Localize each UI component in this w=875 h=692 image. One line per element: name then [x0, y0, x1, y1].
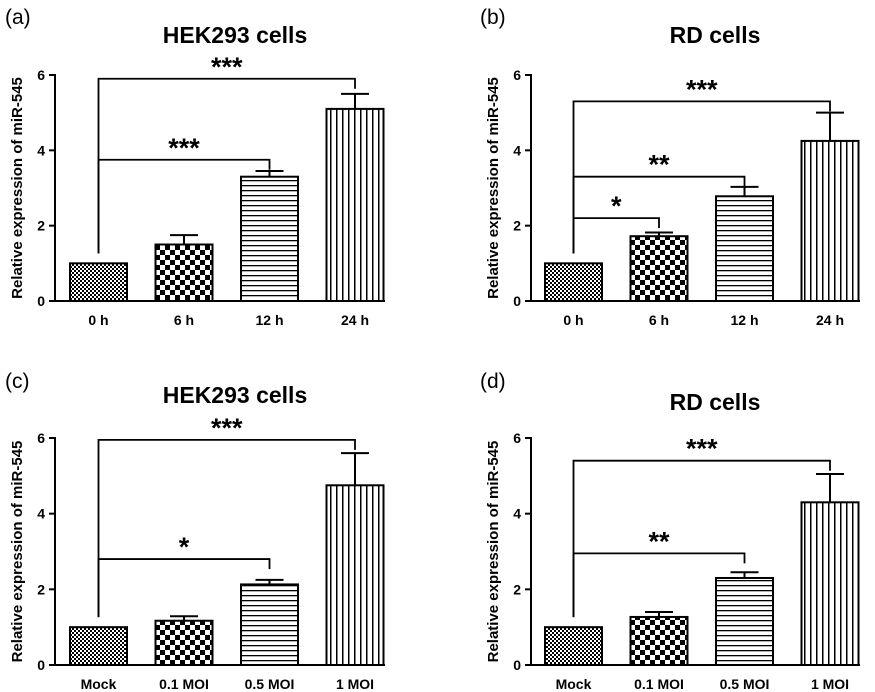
bar-0-5-moi	[240, 583, 299, 666]
panel-letter: (c)	[5, 370, 30, 393]
significance-bracket	[97, 438, 356, 618]
significance-bracket	[97, 77, 356, 254]
significance-label: ***	[686, 74, 718, 104]
x-tick-label: 1 MOI	[336, 676, 374, 692]
chart-title: HEK293 cells	[163, 22, 307, 48]
x-tick-label: 0.1 MOI	[634, 676, 684, 692]
x-tick-label: 12 h	[255, 312, 283, 328]
significance-label: ***	[168, 133, 200, 163]
y-tick-label: 4	[37, 506, 45, 522]
significance-label: **	[648, 150, 670, 180]
y-tick-label: 6	[513, 67, 521, 83]
x-tick-label: 0.5 MOI	[720, 676, 770, 692]
y-axis-label: Relative expression of miR-545	[485, 441, 502, 663]
x-tick-label: 24 h	[341, 312, 369, 328]
panel-letter: (b)	[480, 6, 506, 29]
panel-letter: (d)	[480, 370, 506, 393]
x-tick-label: 0 h	[563, 312, 583, 328]
x-tick-label: 1 MOI	[811, 676, 849, 692]
significance-label: ***	[211, 52, 243, 82]
bar-12-h	[715, 195, 774, 302]
chart-title: HEK293 cells	[163, 382, 307, 408]
bar-mock	[69, 626, 128, 667]
y-tick-label: 0	[37, 657, 45, 673]
bar-0-1-moi	[154, 619, 214, 666]
bar-0-1-moi	[629, 615, 689, 666]
bar-24-h	[800, 139, 860, 302]
chart-panel-1: (a) HEK293 cells Relative expression of mi…	[5, 6, 385, 328]
chart-panel-4: (d) RD cells Relative expression of miR-54…	[480, 370, 860, 692]
y-tick-label: 4	[513, 142, 521, 158]
x-tick-label: 6 h	[649, 312, 669, 328]
chart-title: RD cells	[670, 389, 761, 415]
y-tick-label: 0	[37, 293, 45, 309]
x-tick-label: 24 h	[816, 312, 844, 328]
y-tick-label: 6	[37, 430, 45, 446]
significance-label: ***	[211, 413, 243, 443]
chart-panel-3: (c) HEK293 cells Relative expression of mi…	[5, 370, 385, 692]
y-tick-label: 6	[513, 430, 521, 446]
x-tick-label: Mock	[556, 676, 592, 692]
bar-0-h	[544, 262, 603, 303]
y-tick-label: 0	[513, 293, 521, 309]
y-tick-label: 2	[37, 218, 45, 234]
x-tick-label: 0 h	[88, 312, 108, 328]
x-tick-label: 0.1 MOI	[159, 676, 209, 692]
x-tick-label: 0.5 MOI	[245, 676, 295, 692]
bar-6-h	[154, 243, 214, 302]
x-tick-label: 6 h	[174, 312, 194, 328]
significance-label: *	[611, 191, 622, 221]
bar-6-h	[629, 235, 689, 302]
y-axis-label: Relative expression of miR-545	[485, 77, 502, 299]
bar-12-h	[240, 175, 299, 302]
y-axis-label: Relative expression of miR-545	[9, 441, 26, 663]
y-tick-label: 4	[37, 142, 45, 158]
bar-0-5-moi	[715, 576, 774, 667]
significance-bracket	[572, 100, 831, 254]
bar-24-h	[325, 107, 385, 303]
chart-panel-2: (b) RD cells Relative expression of miR-54…	[480, 6, 860, 328]
bar-mock	[544, 626, 603, 667]
panel-letter: (a)	[5, 6, 31, 29]
x-tick-label: 12 h	[730, 312, 758, 328]
bar-1-moi	[800, 501, 860, 667]
significance-label: **	[648, 526, 670, 556]
significance-label: *	[179, 532, 190, 562]
x-tick-label: Mock	[81, 676, 117, 692]
y-tick-label: 6	[37, 67, 45, 83]
y-tick-label: 4	[513, 506, 521, 522]
significance-label: ***	[686, 434, 718, 464]
chart-title: RD cells	[670, 22, 761, 48]
y-tick-label: 0	[513, 657, 521, 673]
y-tick-label: 2	[513, 581, 521, 597]
significance-bracket	[572, 459, 831, 618]
bar-0-h	[69, 262, 128, 303]
y-tick-label: 2	[513, 218, 521, 234]
y-tick-label: 2	[37, 581, 45, 597]
y-axis-label: Relative expression of miR-545	[9, 77, 26, 299]
bar-1-moi	[325, 484, 385, 666]
